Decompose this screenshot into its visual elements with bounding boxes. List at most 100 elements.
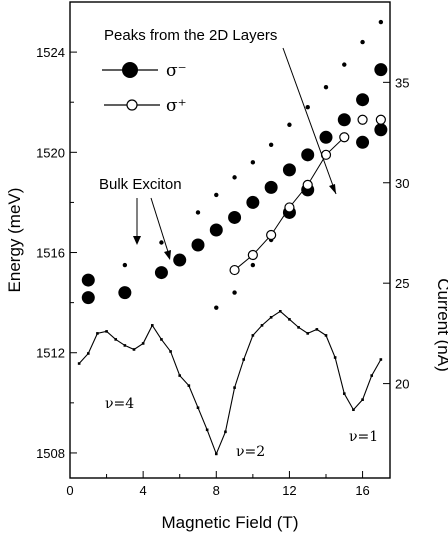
current-point xyxy=(132,348,136,351)
y2-tick-label: 30 xyxy=(395,176,409,191)
current-point xyxy=(96,332,99,335)
sigma-minus-point xyxy=(191,238,205,252)
current-point xyxy=(260,324,264,327)
current-point xyxy=(333,356,337,359)
weak-peak-point xyxy=(378,19,384,25)
current-point xyxy=(361,398,364,401)
sigma-minus-point xyxy=(356,135,370,149)
axis-ticks xyxy=(69,1,390,478)
current-point xyxy=(205,428,209,432)
y-tick-label: 1516 xyxy=(36,246,65,261)
arrowhead-bulk-2 xyxy=(164,250,171,260)
current-point xyxy=(150,324,154,327)
weak-peak-point xyxy=(159,240,164,245)
current-point xyxy=(169,350,172,353)
sigma-minus-point xyxy=(209,223,223,237)
current-point xyxy=(324,334,328,337)
y-axis-title: Energy (meV) xyxy=(5,188,24,293)
sigma-minus-point xyxy=(228,210,242,224)
sigma-minus-point xyxy=(118,286,132,300)
current-point xyxy=(196,406,200,410)
sigma-plus-point xyxy=(229,264,240,276)
x-tick-label: 12 xyxy=(282,483,296,498)
weak-peak-point xyxy=(250,160,256,165)
x-tick-label: 16 xyxy=(355,483,369,498)
weak-peak-point xyxy=(195,210,201,215)
sigma-plus-point xyxy=(302,179,313,190)
sigma-minus-point xyxy=(282,163,296,177)
sigma-minus-point xyxy=(246,195,260,209)
y-tick-label: 1520 xyxy=(36,145,65,160)
current-point xyxy=(77,362,81,365)
current-point xyxy=(288,318,291,321)
current-point xyxy=(251,334,255,337)
current-line xyxy=(78,310,382,456)
arrow-peaks-2d xyxy=(282,47,337,195)
plot-frame xyxy=(69,1,391,479)
current-point xyxy=(114,338,118,341)
weak-peak-point xyxy=(232,175,237,180)
y2-axis-title: Current (nA) xyxy=(434,278,448,372)
y-tick-label: 1512 xyxy=(36,346,65,361)
current-point xyxy=(233,386,236,389)
annotation-nu-4: ν=4 xyxy=(105,396,134,412)
x-tick-label: 8 xyxy=(213,483,220,498)
x-axis-title: Magnetic Field (T) xyxy=(162,513,299,532)
current-point xyxy=(242,358,246,361)
y2-tick-label: 35 xyxy=(395,75,409,90)
sigma-plus-point xyxy=(375,114,386,125)
current-point xyxy=(352,408,355,412)
weak-peak-point xyxy=(250,262,256,268)
legend-marker-sigma-plus xyxy=(126,99,138,111)
weak-peak-point xyxy=(232,290,237,295)
x-tick-label: 0 xyxy=(66,483,73,498)
current-point xyxy=(224,430,227,434)
x-tick-label: 4 xyxy=(140,483,147,498)
weak-peak-point xyxy=(342,62,347,67)
sigma-plus-point xyxy=(357,114,368,125)
sigma-minus-point xyxy=(374,123,388,137)
current-point xyxy=(123,344,127,347)
current-point xyxy=(370,374,374,377)
sigma-minus-point xyxy=(81,273,95,287)
current-point xyxy=(278,309,282,313)
current-point xyxy=(214,452,218,456)
sigma-minus-point xyxy=(173,253,187,267)
current-point xyxy=(178,374,182,377)
sigma-minus-point xyxy=(264,180,278,194)
annotation-bulk-exciton: Bulk Exciton xyxy=(99,176,182,193)
arrowhead-bulk-1 xyxy=(133,236,141,245)
current-point xyxy=(160,338,163,341)
weak-peak-point xyxy=(122,262,128,268)
current-point xyxy=(315,328,319,331)
sigma-minus-point xyxy=(356,93,370,107)
sigma-minus-point xyxy=(337,113,351,127)
sigma-minus-point xyxy=(374,63,388,77)
y2-tick-label: 20 xyxy=(395,377,409,392)
sigma-plus-point xyxy=(339,132,350,143)
y2-tick-label: 25 xyxy=(395,276,409,291)
current-point xyxy=(141,342,145,345)
current-point xyxy=(86,352,90,355)
weak-peak-point xyxy=(305,105,310,110)
arrowhead-peaks-2d xyxy=(329,184,336,194)
sigma-minus-point xyxy=(319,130,333,144)
arrow-bulk-2 xyxy=(150,197,170,256)
y-tick-label: 1508 xyxy=(36,446,65,461)
current-point xyxy=(187,384,191,387)
y-tick-label: 1524 xyxy=(36,45,65,60)
current-curve xyxy=(77,309,383,456)
weak-peak-point xyxy=(323,84,329,90)
legend-marker-sigma-minus xyxy=(122,62,138,78)
sigma-plus-point xyxy=(266,229,277,241)
annotation-nu-1: ν=1 xyxy=(349,429,378,445)
tick-labels: 0 4 8 12 16 1508 1512 1516 1520 1524 20 25 30 35 xyxy=(36,45,409,498)
weak-peak-point xyxy=(287,122,292,127)
weak-peak-point xyxy=(360,39,365,45)
current-point xyxy=(379,358,383,361)
annotation-peaks-2d: Peaks from the 2D Layers xyxy=(104,27,277,44)
sigma-minus-point xyxy=(301,148,315,162)
weak-peak-point xyxy=(268,142,274,147)
weak-peak-point xyxy=(214,192,219,198)
